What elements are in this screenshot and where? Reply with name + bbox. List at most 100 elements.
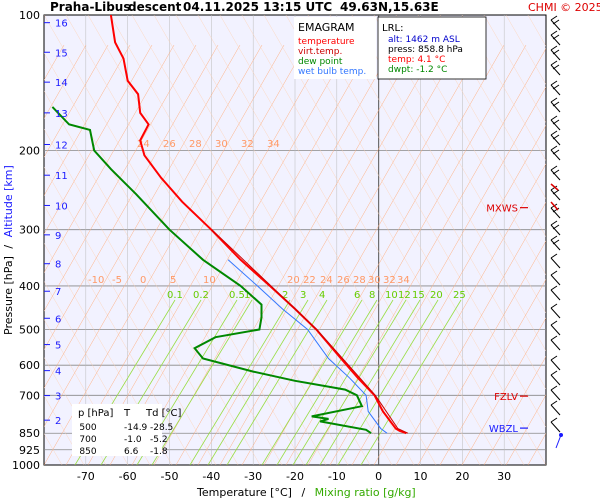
wind-barb-flag: [552, 169, 560, 175]
isotherm-line: [109, 44, 351, 465]
wind-barb-flag: [550, 303, 558, 309]
mixing-ratio-label: 12: [398, 290, 411, 301]
wind-barb-flag: [552, 101, 560, 107]
pressure-tick-label: 925: [19, 444, 40, 457]
altitude-tick-label: 11: [55, 171, 68, 182]
altitude-ticks: 16 15 14 13 12 11 10 9 8 7 6 5 4 3 2: [44, 19, 68, 427]
series-lines: [51, 15, 409, 435]
isotherm-line: [44, 44, 109, 158]
adiabat-label-top: 32: [241, 139, 254, 150]
wind-barb-flag: [550, 370, 558, 376]
mixing-ratio-label: 25: [453, 290, 466, 301]
isotherm-line: [395, 201, 546, 465]
adiabat-line: [44, 204, 195, 465]
wind-barb-max: [550, 183, 559, 191]
wind-barb-flag: [550, 60, 558, 66]
temperature-tick-label: -60: [119, 470, 137, 483]
mixing-ratio-label: 2: [282, 290, 288, 301]
mixing-ratio-label: 0.5: [229, 290, 245, 301]
temperature-tick-label: 20: [455, 470, 469, 483]
series-dew-point: [51, 106, 372, 435]
wind-barb-staff: [550, 224, 561, 236]
wind-barb-staff: [550, 374, 561, 386]
adiabat-label-mid: 10: [203, 275, 216, 286]
wind-barb-staff: [550, 34, 561, 46]
mixing-ratio-label: 20: [430, 290, 443, 301]
adiabat-line: [439, 15, 546, 199]
wind-barb-flag: [550, 115, 558, 121]
altitude-tick-label: 6: [55, 314, 61, 325]
mixing-ratio-line: [292, 299, 394, 465]
mixing-ratio-line: [305, 299, 407, 465]
adiabat-line: [44, 52, 283, 465]
adiabat-label-mid: -10: [88, 275, 104, 286]
legend-item: dew point: [298, 57, 343, 67]
isotherm-line: [285, 44, 527, 465]
wind-barb-flag: [552, 49, 560, 55]
altitude-tick-label: 10: [55, 201, 68, 212]
altitude-tick-label: 7: [55, 287, 61, 298]
wind-barb-flag: [552, 64, 560, 70]
temperature-tick-label: -20: [286, 470, 304, 483]
wind-barb-staff: [550, 239, 561, 251]
temperature-tick-label: -10: [328, 470, 346, 483]
wind-barb-flag: [550, 80, 558, 86]
table-cell: -28.5: [150, 423, 173, 433]
wind-barb-flag: [552, 119, 560, 125]
temperature-tick-label: -30: [244, 470, 262, 483]
temperature-tick-label: 0: [375, 470, 382, 483]
wind-barb-staff: [550, 404, 561, 416]
wind-barb-staff: [550, 307, 561, 319]
adiabat-line: [87, 15, 349, 465]
level-markers: MXWS FZLV WBZL: [486, 204, 528, 435]
x-axis-label-mixing: Mixing ratio [g/kg]: [315, 486, 416, 499]
pressure-tick-label: 300: [19, 224, 40, 237]
adiabat-line: [44, 166, 217, 465]
temperature-tick-label: 30: [497, 470, 511, 483]
isotherm-line: [483, 355, 546, 465]
adiabat-label-top: 26: [163, 139, 176, 150]
wind-barb-flag: [550, 355, 558, 361]
lrl-alt: alt: 1462 m ASL: [388, 35, 460, 45]
adiabat-line: [594, 15, 600, 465]
adiabat-label-mid: -5: [112, 275, 122, 286]
wind-barb-flag: [552, 224, 560, 230]
marker-label: MXWS: [486, 204, 518, 215]
wind-barb-staff: [550, 169, 561, 181]
series-wet-bulb-temp-: [227, 259, 388, 434]
isotherm-line: [197, 44, 439, 465]
altitude-tick-label: 12: [55, 141, 68, 152]
adiabat-line: [109, 15, 371, 465]
adiabat-line: [219, 15, 481, 465]
wind-barb-staff: [550, 274, 561, 286]
wind-barb-staff: [550, 149, 561, 161]
wind-barb-flag: [550, 285, 558, 291]
adiabat-line: [197, 15, 459, 465]
isotherm-line: [44, 44, 131, 197]
temperature-tick-label: 10: [414, 470, 428, 483]
isotherm-line: [329, 86, 546, 465]
isotherm-line: [44, 44, 241, 389]
mixing-ratio-line: [276, 299, 378, 465]
wind-barb-staff: [550, 64, 561, 76]
wind-barb-staff: [550, 134, 561, 146]
isotherm-line: [594, 45, 600, 465]
adiabat-label-top: 34: [267, 139, 280, 150]
wind-barb-max: [550, 201, 559, 211]
summary-table-bg: [72, 404, 162, 456]
wind-barb-staff: [550, 421, 561, 433]
adiabat-line: [263, 15, 525, 465]
adiabat-line: [0, 15, 18, 465]
table-cell: 700: [79, 435, 96, 445]
wind-barb-staff: [550, 207, 561, 219]
adiabat-line: [461, 15, 546, 161]
legend-item: virt.temp.: [298, 47, 342, 57]
adiabat-line: [483, 15, 546, 123]
table-header: T: [123, 408, 131, 419]
pressure-tick-label: 1000: [12, 459, 40, 472]
header-station: Praha-Libus: [50, 0, 130, 14]
y-axis-label-altitude: Altitude [km]: [2, 165, 15, 237]
isotherm-line: [44, 44, 87, 120]
wind-barb-flag: [550, 335, 558, 341]
lrl-title: LRL:: [382, 23, 403, 34]
